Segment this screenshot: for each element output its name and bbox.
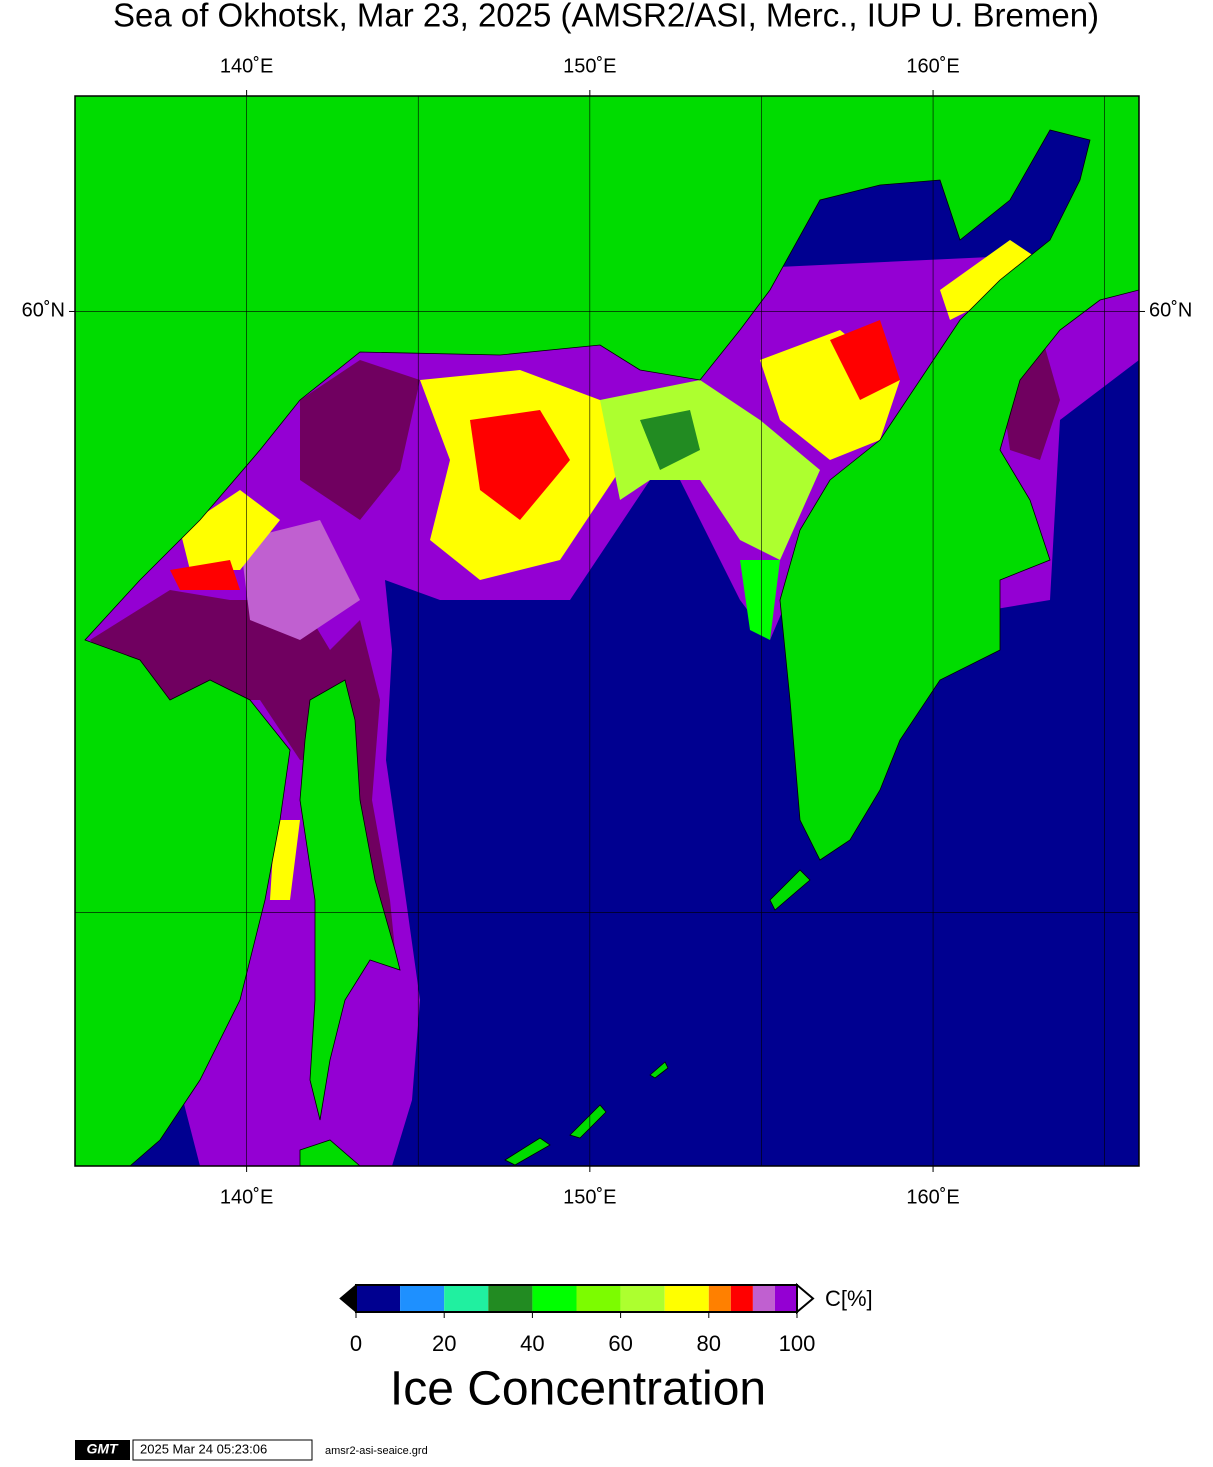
timestamp-box	[132, 1439, 313, 1461]
land	[649, 1061, 669, 1079]
y-tick-label: 60˚N	[1149, 300, 1192, 322]
colorbar-frame	[355, 1284, 798, 1313]
colorbar-bin	[532, 1285, 577, 1312]
colorbar-bin	[488, 1285, 533, 1312]
colorbar-bin	[752, 1285, 775, 1312]
colorbar-tick-label: 60	[608, 1331, 632, 1356]
ice-patch	[240, 520, 360, 640]
ice-patch	[940, 240, 1040, 320]
ice-core	[90, 590, 395, 950]
x-tick-label: 150˚E	[563, 55, 616, 77]
timestamp: 2025 Mar 24 05:23:06	[140, 1441, 267, 1456]
x-tick-label: 140˚E	[220, 55, 273, 77]
x-tick-label: 160˚E	[906, 55, 959, 77]
ice-patch	[830, 320, 900, 400]
logo-box	[75, 1440, 130, 1460]
colorbar-label: Ice Concentration	[390, 1363, 766, 1416]
logo: GMT	[86, 1441, 119, 1457]
ice-patch	[170, 560, 240, 590]
land	[299, 679, 401, 1121]
ice-patch	[180, 490, 280, 570]
colorbar-bin	[664, 1285, 709, 1312]
land	[74, 95, 1140, 1167]
file-name: amsr2-asi-seaice.grd	[325, 1445, 428, 1457]
x-tick-label: 150˚E	[563, 1186, 616, 1208]
y-tick-label: 60˚N	[22, 300, 65, 322]
colorbar-bin	[356, 1285, 401, 1312]
colorbar-bin	[620, 1285, 665, 1312]
map-image	[74, 95, 1140, 1167]
colorbar-tick-label: 0	[350, 1331, 362, 1356]
colorbar-tick-label: 80	[697, 1331, 721, 1356]
ice-patch	[270, 820, 300, 900]
ice-patch	[640, 410, 700, 470]
colorbar-tick-label: 40	[520, 1331, 544, 1356]
land	[504, 1137, 551, 1166]
colorbar-tick-label: 100	[779, 1331, 816, 1356]
colorbar-bin	[576, 1285, 621, 1312]
map-frame	[74, 95, 1140, 1167]
colorbar-tick-label: 20	[432, 1331, 456, 1356]
ice-patch	[740, 560, 780, 640]
colorbar-bin	[444, 1285, 489, 1312]
colorbar-under	[339, 1283, 357, 1314]
colorbar-over	[796, 1282, 815, 1315]
x-tick-label: 140˚E	[220, 1186, 273, 1208]
title: Sea of Okhotsk, Mar 23, 2025 (AMSR2/ASI,…	[113, 0, 1099, 34]
colorbar-bin	[730, 1285, 753, 1312]
ice-core	[300, 360, 420, 520]
colorbar-unit: C[%]	[825, 1286, 873, 1311]
colorbar-bin	[774, 1285, 797, 1312]
x-tick-label: 160˚E	[906, 1186, 959, 1208]
colorbar-bin	[708, 1285, 731, 1312]
ice-patch	[470, 410, 570, 520]
colorbar-bin	[400, 1285, 445, 1312]
land	[769, 869, 811, 911]
